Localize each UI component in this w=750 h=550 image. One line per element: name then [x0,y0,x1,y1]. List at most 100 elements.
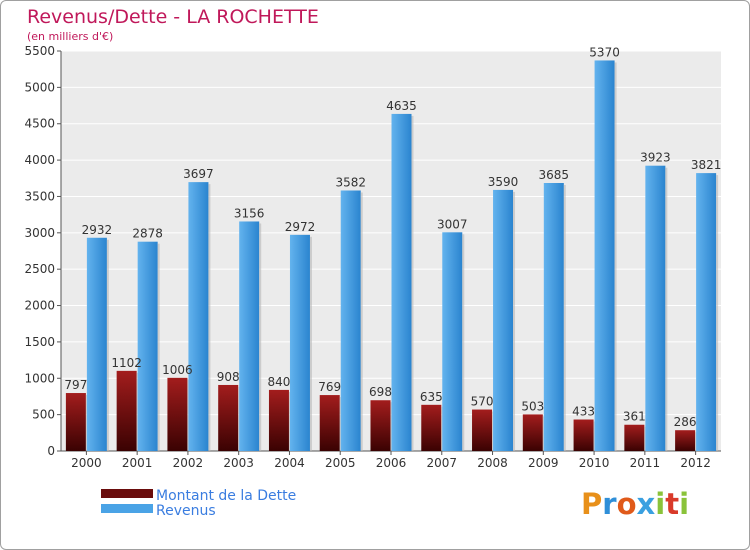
legend-label-revenus: Revenus [156,503,216,519]
data-label-debt: 570 [471,395,494,409]
x-tick-label: 2005 [325,456,356,470]
bar-revenus [543,183,564,451]
bar-revenus-shadow [411,115,414,451]
bar-revenus [289,234,310,451]
data-label-debt: 286 [674,415,697,429]
bar-debt [167,377,188,451]
data-label-debt: 433 [572,405,595,419]
data-label-revenus: 3582 [335,175,366,189]
data-label-revenus: 2932 [82,223,113,237]
y-tick-label: 0 [47,444,55,458]
data-label-revenus: 3821 [691,158,722,172]
data-label-revenus: 2878 [132,227,163,241]
y-tick-label: 5500 [24,44,55,58]
bar-debt [218,384,239,451]
bar-revenus-shadow [665,167,668,451]
data-label-debt: 361 [623,410,646,424]
y-tick-label: 1500 [24,335,55,349]
data-label-debt: 698 [369,385,392,399]
y-tick-label: 2500 [24,262,55,276]
bar-revenus [340,190,361,451]
bar-revenus-shadow [563,185,566,451]
bar-revenus-shadow [716,175,719,452]
bars [65,60,719,452]
data-label-debt: 908 [217,370,240,384]
y-tick-label: 4000 [24,153,55,167]
legend: Montant de la Dette Revenus [101,488,296,519]
data-label-revenus: 3007 [437,217,468,231]
x-tick-label: 2011 [630,456,661,470]
bar-revenus [239,221,260,451]
data-label-revenus: 3697 [183,167,214,181]
bar-revenus-shadow [360,192,363,451]
data-label-revenus: 3156 [234,206,265,220]
bar-revenus-shadow [309,236,312,451]
bar-debt [421,404,442,451]
data-label-revenus: 3923 [640,151,671,165]
bar-revenus [137,241,158,451]
data-label-debt: 797 [64,378,87,392]
proxiti-logo: Proxiti [581,487,690,521]
data-label-debt: 840 [268,375,291,389]
x-tick-label: 2007 [426,456,457,470]
x-tick-label: 2006 [376,456,407,470]
y-tick-label: 4500 [24,117,55,131]
data-label-debt: 769 [318,380,341,394]
x-tick-label: 2008 [477,456,508,470]
bar-revenus-shadow [259,223,262,451]
chart-subtitle: (en milliers d'€) [27,30,114,43]
bar-revenus-shadow [513,191,516,451]
bar-debt [268,389,289,451]
x-tick-label: 2000 [71,456,102,470]
legend-swatch-debt [101,489,153,498]
data-label-debt: 1006 [162,363,193,377]
bar-debt [675,430,696,451]
bar-revenus [645,165,666,451]
y-tick-label: 3000 [24,226,55,240]
data-label-debt: 503 [521,399,544,413]
legend-label-debt: Montant de la Dette [156,488,296,504]
bar-revenus [391,113,412,451]
bar-debt [116,370,137,451]
bar-debt [472,409,493,451]
bar-revenus-shadow [462,234,465,451]
y-tick-label: 1000 [24,371,55,385]
data-label-debt: 1102 [111,356,142,370]
data-label-revenus: 3590 [488,175,519,189]
bar-revenus-shadow [614,62,617,452]
bar-revenus [493,189,514,451]
legend-swatch-revenus [101,504,153,513]
bar-revenus [594,60,615,452]
bar-revenus-shadow [157,243,160,451]
bar-debt [624,424,645,451]
bar-revenus [188,182,209,452]
bar-debt [573,419,594,451]
y-tick-label: 500 [32,408,55,422]
x-tick-label: 2001 [122,456,153,470]
bar-debt [370,400,391,451]
bar-debt [65,393,86,451]
x-tick-label: 2004 [274,456,305,470]
data-label-revenus: 3685 [539,168,570,182]
bar-revenus-shadow [208,184,211,452]
bar-revenus [696,173,717,452]
chart-title: Revenus/Dette - LA ROCHETTE [27,6,319,28]
bar-revenus [442,232,463,451]
bar-debt [319,395,340,451]
y-tick-label: 2000 [24,299,55,313]
y-tick-label: 3500 [24,189,55,203]
y-tick-label: 5000 [24,80,55,94]
data-labels: 797 2932 1102 2878 1006 3697 908 3156 840 2972 769… [64,45,721,429]
data-label-debt: 635 [420,390,443,404]
data-label-revenus: 5370 [589,45,620,59]
data-label-revenus: 4635 [386,99,417,113]
bar-debt [522,414,543,451]
bar-revenus-shadow [106,239,109,451]
x-tick-label: 2002 [173,456,204,470]
data-label-revenus: 2972 [285,220,316,234]
x-tick-label: 2010 [579,456,610,470]
x-tick-label: 2009 [528,456,559,470]
bar-revenus [86,237,107,451]
x-tick-label: 2003 [223,456,254,470]
